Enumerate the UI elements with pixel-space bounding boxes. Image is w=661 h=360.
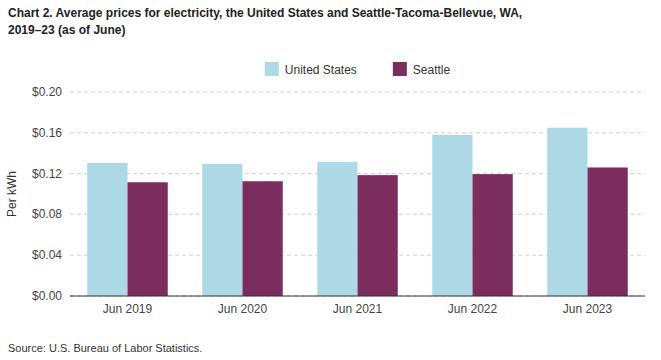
- y-tick-label: $0.00: [32, 289, 62, 303]
- bar: [547, 128, 587, 296]
- title: Chart 2. Average prices for electricity,…: [8, 6, 522, 20]
- y-axis: $0.00 $0.04 $0.08 $0.12 $0.16 $0.20: [32, 85, 645, 303]
- annotation: Source: U.S. Bureau of Labor Statistics.: [8, 342, 202, 354]
- y-tick-label: $0.08: [32, 207, 62, 221]
- x-axis-line: [70, 296, 645, 297]
- legend-swatch: [393, 62, 407, 76]
- legend-swatch: [265, 62, 279, 76]
- chart: Chart 2. Average prices for electricity,…: [0, 0, 661, 360]
- x-tick-label: Jun 2022: [448, 302, 498, 316]
- y-tick-label: $0.04: [32, 248, 62, 262]
- legend: United States Seattle: [265, 62, 451, 77]
- grid-line: [70, 92, 645, 93]
- legend-item: United States: [265, 62, 357, 77]
- y-tick-label: $0.12: [32, 167, 62, 181]
- x-tick-label: Jun 2023: [563, 302, 613, 316]
- x-axis: Jun 2019 Jun 2020 Jun 2021 Jun 2022 Jun 2023: [70, 296, 645, 316]
- bar: [128, 182, 168, 296]
- bar: [202, 164, 242, 296]
- bar: [243, 181, 283, 296]
- x-tick-label: Jun 2019: [103, 302, 153, 316]
- bar: [473, 174, 513, 296]
- y-tick-label: $0.20: [32, 85, 62, 99]
- legend-label: United States: [285, 63, 357, 77]
- bar: [317, 162, 357, 296]
- bar: [358, 175, 398, 296]
- grid-line: [70, 296, 645, 297]
- subtitle: 2019–23 (as of June): [8, 23, 125, 37]
- bar: [432, 135, 472, 296]
- legend-item: Seattle: [393, 62, 451, 77]
- x-tick-label: Jun 2020: [218, 302, 268, 316]
- bar: [588, 167, 628, 296]
- x-tick-label: Jun 2021: [333, 302, 383, 316]
- y-tick-label: $0.16: [32, 126, 62, 140]
- legend-label: Seattle: [413, 63, 451, 77]
- bar: [87, 163, 127, 296]
- y-axis-label: Per kWh: [5, 171, 19, 217]
